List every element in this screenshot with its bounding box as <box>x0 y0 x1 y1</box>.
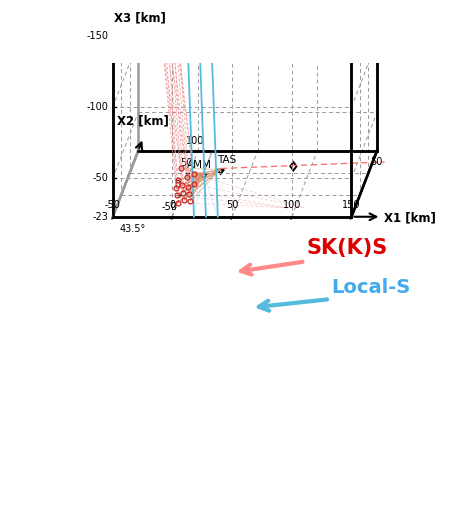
Text: -50: -50 <box>105 200 121 210</box>
Text: 50: 50 <box>180 158 192 168</box>
Text: X2 [km]: X2 [km] <box>118 115 169 128</box>
Text: 50: 50 <box>370 157 383 167</box>
Text: TAS: TAS <box>217 155 237 165</box>
Text: -100: -100 <box>86 102 108 112</box>
Text: 100: 100 <box>186 137 204 146</box>
Text: 150: 150 <box>342 200 361 210</box>
Text: 50: 50 <box>226 200 238 210</box>
Text: -23: -23 <box>92 212 108 222</box>
Text: 43.5°: 43.5° <box>120 224 146 234</box>
Text: AMM: AMM <box>187 160 212 169</box>
Text: 100: 100 <box>283 200 301 210</box>
Text: 0: 0 <box>169 200 175 210</box>
Text: X1 [km]: X1 [km] <box>384 212 436 225</box>
Text: Local-S: Local-S <box>331 278 411 297</box>
Text: X3 [km]: X3 [km] <box>114 11 166 24</box>
Text: -50: -50 <box>92 173 108 183</box>
Text: 0: 0 <box>175 180 181 190</box>
Text: SK(K)S: SK(K)S <box>307 238 388 258</box>
Text: -50: -50 <box>162 202 177 212</box>
Text: -150: -150 <box>86 31 108 41</box>
